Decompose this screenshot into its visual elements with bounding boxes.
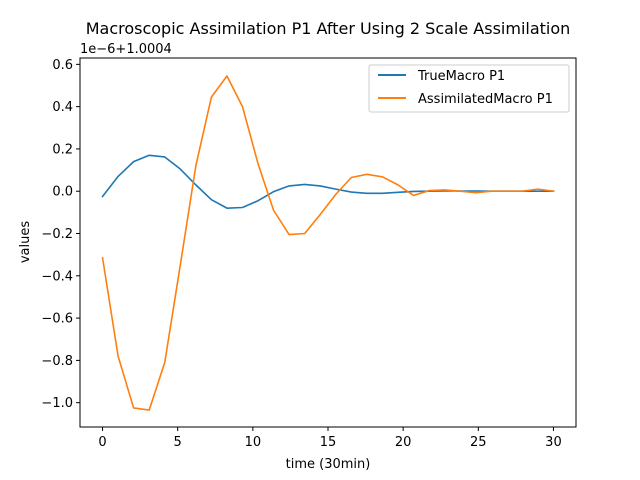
legend-label-truemacro: TrueMacro P1 <box>417 69 505 84</box>
chart-title: Macroscopic Assimilation P1 After Using … <box>86 19 571 38</box>
series-line-truemacro-p1 <box>101 154 555 209</box>
x-tick-label: 0 <box>98 435 106 450</box>
y-tick-label: 0.2 <box>52 142 73 157</box>
y-tick-label: −1.0 <box>41 396 73 411</box>
legend-box <box>368 64 570 113</box>
x-tick-label: 10 <box>245 435 262 450</box>
y-tick-label: 0.0 <box>52 185 73 200</box>
y-tick-label: −0.4 <box>41 269 73 284</box>
x-tick-label: 5 <box>174 435 182 450</box>
y-tick-label: −0.2 <box>41 227 73 242</box>
y-axis-label: values <box>18 221 33 264</box>
x-tick-label: 25 <box>470 435 487 450</box>
series-line-assimilatedmacro-p1 <box>101 75 555 411</box>
series-lines <box>101 75 555 411</box>
legend: TrueMacro P1 AssimilatedMacro P1 <box>368 64 570 113</box>
y-axis-ticks: −1.0 −0.8 −0.6 −0.4 −0.2 0.0 0.2 0.4 0.6 <box>41 58 80 411</box>
legend-label-assimilatedmacro: AssimilatedMacro P1 <box>418 92 553 107</box>
x-tick-label: 15 <box>320 435 337 450</box>
y-axis-offset-label: 1e−6+1.0004 <box>80 42 172 57</box>
x-axis-label: time (30min) <box>286 457 371 472</box>
y-tick-label: −0.6 <box>41 312 73 327</box>
x-tick-label: 20 <box>395 435 412 450</box>
x-axis-ticks: 0 5 10 15 20 25 30 <box>98 427 562 450</box>
y-tick-label: −0.8 <box>41 354 73 369</box>
y-tick-label: 0.4 <box>52 100 73 115</box>
x-tick-label: 30 <box>545 435 562 450</box>
y-tick-label: 0.6 <box>52 58 73 73</box>
